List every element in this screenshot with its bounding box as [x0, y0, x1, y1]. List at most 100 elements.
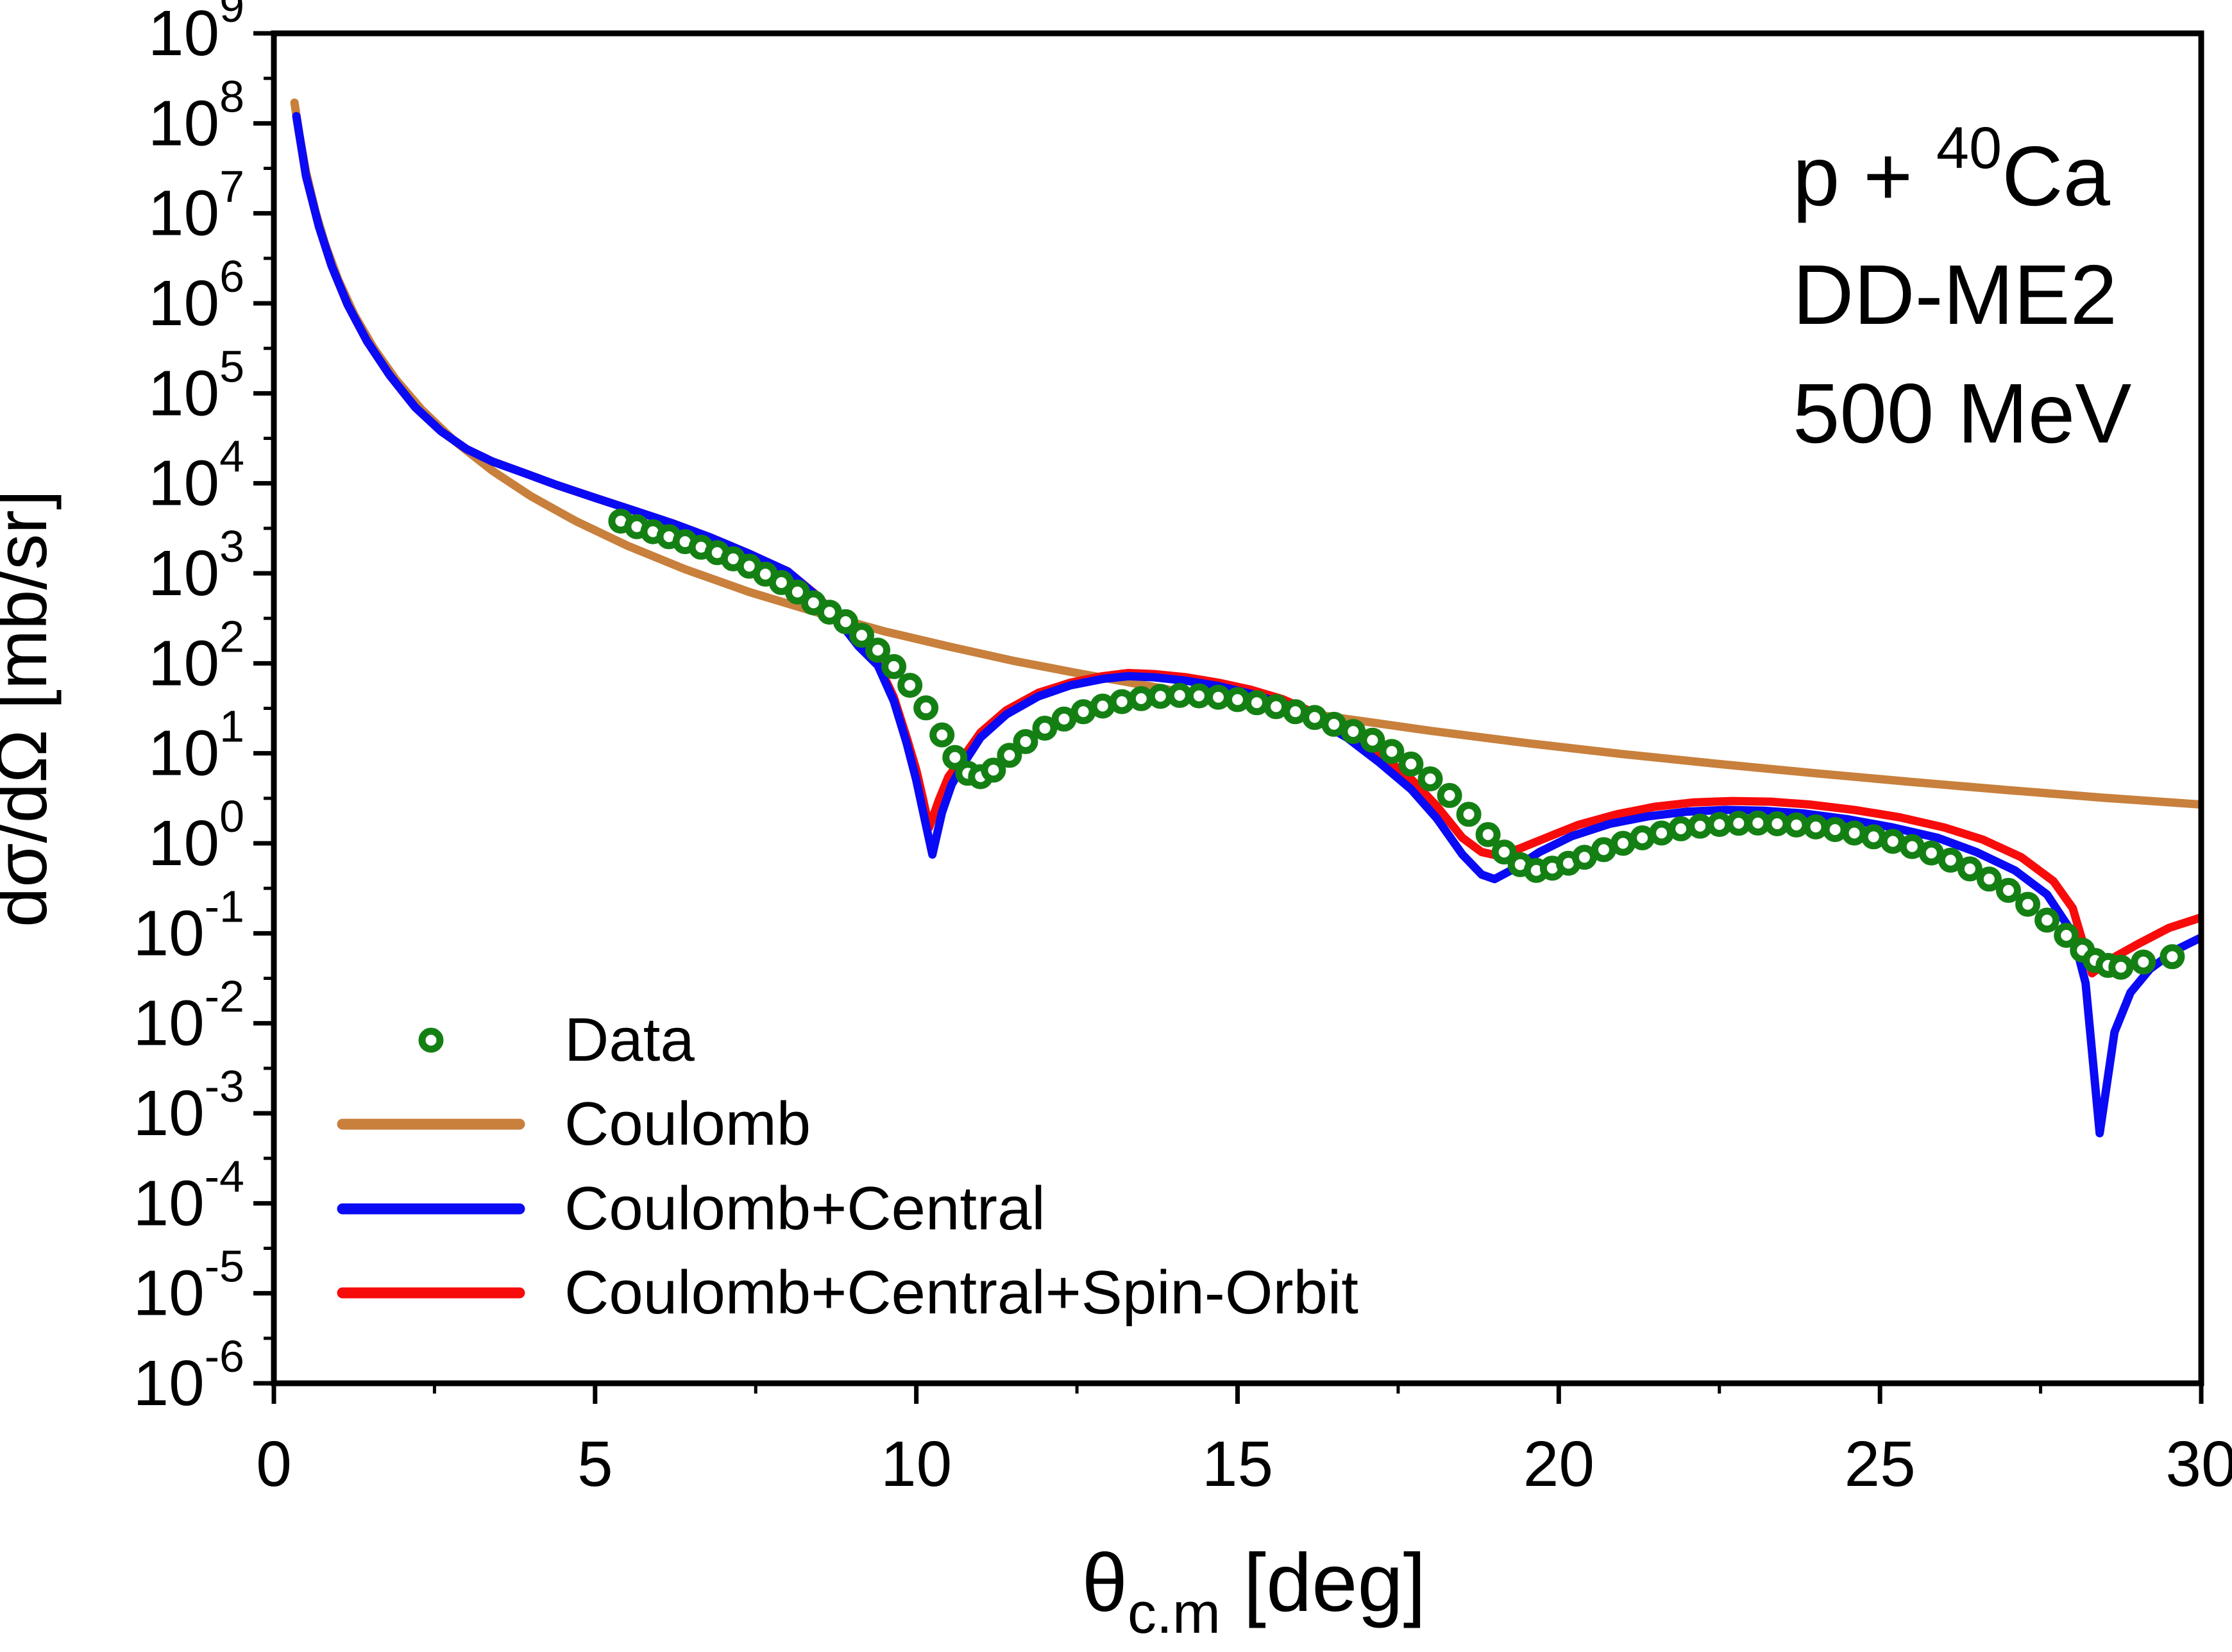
y-tick-label: 103 — [148, 521, 244, 609]
data-point — [1475, 822, 1501, 847]
data-point — [1167, 682, 1192, 708]
data-point — [2131, 949, 2156, 975]
y-tick-label: 10-4 — [133, 1151, 244, 1239]
y-tick-label: 109 — [148, 0, 244, 69]
data-point — [1938, 847, 1963, 873]
data-point — [1957, 856, 1983, 882]
legend-label-coulomb-central-spin-orbit: Coulomb+Central+Spin-Orbit — [564, 1258, 1358, 1327]
data-point — [1996, 877, 2021, 903]
legend-item-coulomb-central-spin-orbit: Coulomb+Central+Spin-Orbit — [337, 1258, 1358, 1327]
data-point — [1013, 729, 1038, 754]
y-tick-label: 100 — [148, 791, 244, 879]
x-tick-label: 10 — [881, 1428, 952, 1500]
data-point — [1206, 684, 1231, 710]
data-point — [1340, 719, 1366, 745]
data-point — [865, 637, 891, 663]
data-point — [1611, 830, 1636, 856]
data-point — [1264, 694, 1289, 720]
legend-label-data: Data — [564, 1006, 695, 1074]
y-tick-label: 10-2 — [133, 972, 244, 1059]
legend-item-coulomb: Coulomb — [337, 1090, 811, 1158]
y-tick-label: 10-3 — [133, 1061, 244, 1149]
data-point — [2108, 954, 2134, 980]
data-point — [2160, 944, 2185, 970]
plot-frame — [271, 30, 2204, 1386]
x-tick-label: 0 — [256, 1428, 292, 1500]
x-axis-title-theta: θ — [1082, 1537, 1128, 1629]
data-point — [1283, 699, 1308, 725]
legend-item-coulomb-central: Coulomb+Central — [337, 1174, 1045, 1243]
data-point — [1591, 837, 1616, 863]
x-tick-label: 20 — [1523, 1428, 1594, 1500]
data-point — [1841, 820, 1867, 846]
data-point — [2054, 923, 2079, 948]
y-tick-label: 10-5 — [133, 1242, 244, 1329]
data-point — [1128, 686, 1154, 711]
x-tick-label: 5 — [577, 1428, 613, 1500]
data-point — [897, 673, 923, 698]
y-tick-label: 105 — [148, 341, 244, 429]
data-point — [1668, 816, 1694, 841]
data-point — [1398, 751, 1424, 777]
data-point — [1360, 727, 1385, 753]
axes: 10910810710610510410310210110010-110-210… — [133, 0, 2232, 1500]
data-point — [997, 743, 1022, 768]
y-tick-label: 107 — [148, 162, 244, 249]
data-point — [913, 695, 939, 721]
data-point — [1437, 782, 1462, 808]
y-axis-title: dσ/dΩ [mb/sr] — [0, 490, 62, 927]
data-point — [1147, 684, 1173, 709]
data-point — [1822, 817, 1848, 843]
data-point — [1571, 845, 1597, 870]
data-point — [1225, 687, 1250, 712]
data-point — [849, 623, 874, 648]
data-point — [1764, 811, 1790, 836]
x-tick-label: 15 — [1202, 1428, 1273, 1500]
data-point — [2015, 891, 2041, 917]
coulomb-central-curve — [292, 112, 2201, 1138]
data-point — [1726, 811, 1752, 836]
data-point — [1976, 866, 2002, 892]
y-tick-label: 106 — [148, 251, 244, 339]
y-tick-label: 10-6 — [133, 1331, 244, 1419]
data-point — [1186, 683, 1212, 709]
data-point — [1803, 814, 1829, 839]
legend-label-coulomb-central: Coulomb+Central — [564, 1174, 1045, 1243]
data-point — [784, 579, 810, 605]
x-axis-title-unit: [deg] — [1221, 1537, 1426, 1629]
data-point — [1491, 839, 1517, 865]
data-point — [1745, 810, 1771, 836]
y-tick-label: 102 — [148, 611, 244, 699]
y-tick-label: 101 — [148, 702, 244, 789]
data-point — [881, 653, 907, 679]
data-point — [1880, 829, 1906, 854]
data-point — [1109, 689, 1135, 714]
data-point — [1687, 813, 1713, 839]
data-point — [1918, 840, 1944, 866]
legend-label-coulomb: Coulomb — [564, 1090, 811, 1158]
data-point — [1051, 706, 1077, 732]
data-point — [942, 745, 968, 770]
x-tick-label: 25 — [1845, 1428, 1916, 1500]
data-point — [1456, 802, 1482, 827]
plot-series — [290, 98, 2201, 1138]
data-point — [833, 609, 858, 634]
y-tick-label: 10-1 — [133, 881, 244, 969]
y-tick-label: 108 — [148, 71, 244, 159]
x-tick-label: 30 — [2165, 1428, 2232, 1500]
data-point — [929, 722, 955, 748]
annotation-energy: 500 MeV — [1793, 366, 2131, 460]
data-point — [1417, 766, 1443, 791]
data-point — [1032, 716, 1058, 741]
data-point — [1861, 824, 1886, 850]
data-point — [1070, 699, 1096, 725]
annotation-model: DD-ME2 — [1793, 248, 2117, 342]
legend-item-data: Data — [418, 1006, 695, 1074]
data-point — [981, 757, 1006, 783]
data-points — [608, 509, 2185, 980]
legend: Data Coulomb Coulomb+Central Coulomb+Cen… — [337, 1006, 1358, 1327]
data-point — [1379, 739, 1405, 764]
data-point — [1784, 812, 1809, 838]
data-point — [1630, 825, 1655, 850]
